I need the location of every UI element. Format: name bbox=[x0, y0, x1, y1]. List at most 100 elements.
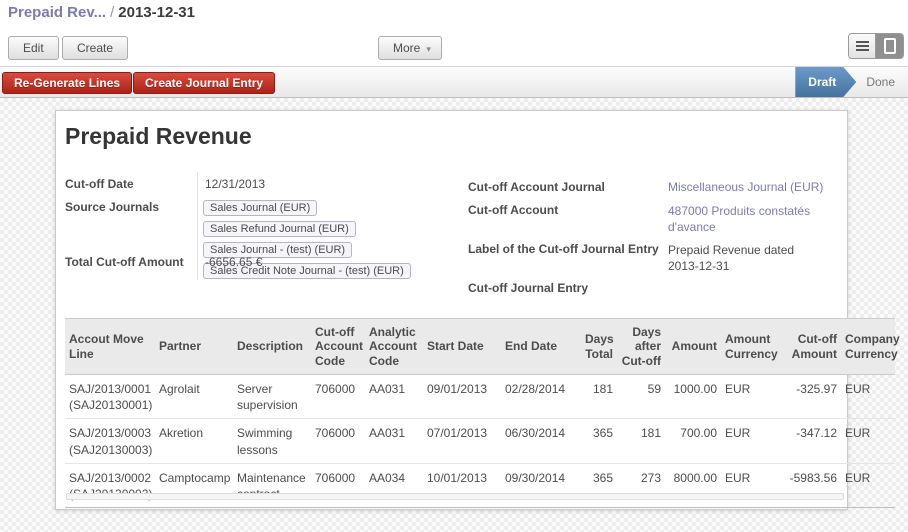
source-journals-label: Source Journals bbox=[65, 200, 160, 214]
journal-tag: Sales Journal - (test) (EUR) bbox=[203, 242, 353, 258]
table-row[interactable]: SAJ/2013/0003 (SAJ20130003) Akretion Swi… bbox=[65, 418, 895, 464]
cell-days-total: 365 bbox=[581, 463, 617, 509]
cell-days-total: 181 bbox=[581, 374, 617, 420]
cell-amount-currency: EUR bbox=[721, 374, 783, 420]
list-view-button[interactable] bbox=[849, 34, 876, 58]
cell-move-line: SAJ/2013/0002 (SAJ20130002) bbox=[65, 463, 155, 509]
cell-move-line: SAJ/2013/0001 (SAJ20130001) bbox=[65, 374, 155, 420]
cell-end-date: 09/30/2014 bbox=[501, 463, 581, 509]
cell-description: Maintenance contract bbox=[233, 463, 311, 509]
cutoff-account-journal-link[interactable]: Miscellaneous Journal (EUR) bbox=[668, 180, 824, 194]
cell-days-after: 59 bbox=[617, 374, 665, 420]
journal-tag: Sales Credit Note Journal - (test) (EUR) bbox=[203, 263, 411, 279]
table-header-row: Accout Move Line Partner Description Cut… bbox=[65, 318, 900, 375]
form-icon bbox=[883, 38, 896, 54]
cell-amount: 8000.00 bbox=[665, 463, 721, 509]
entry-label-label: Label of the Cut-off Journal Entry bbox=[468, 242, 659, 256]
create-journal-entry-button[interactable]: Create Journal Entry bbox=[133, 72, 276, 94]
cell-analytic-code: AA034 bbox=[365, 463, 423, 509]
view-switcher bbox=[848, 33, 904, 59]
journal-tag: Sales Refund Journal (EUR) bbox=[203, 221, 356, 237]
cell-amount-currency: EUR bbox=[721, 418, 783, 464]
cell-days-after: 273 bbox=[617, 463, 665, 509]
table-row[interactable]: SAJ/2013/0001 (SAJ20130001) Agrolait Ser… bbox=[65, 374, 895, 420]
cell-days-total: 365 bbox=[581, 418, 617, 464]
form-view-button[interactable] bbox=[876, 34, 903, 58]
status-draft: Draft bbox=[795, 67, 856, 97]
total-cutoff-amount-value: -6656.65 € bbox=[205, 255, 263, 269]
column-header: Description bbox=[233, 318, 311, 375]
cutoff-account-journal-label: Cut-off Account Journal bbox=[468, 180, 605, 194]
cell-account-code: 706000 bbox=[311, 418, 365, 464]
column-header: Analytic Account Code bbox=[365, 318, 423, 375]
column-header: Cut-off Account Code bbox=[311, 318, 365, 375]
journal-tag: Sales Journal (EUR) bbox=[203, 200, 318, 216]
cell-account-code: 706000 bbox=[311, 374, 365, 420]
source-journals-tags: Sales Journal (EUR) Sales Refund Journal … bbox=[203, 198, 465, 282]
cell-cutoff-amount: -347.12 bbox=[783, 418, 841, 464]
cell-amount: 1000.00 bbox=[665, 374, 721, 420]
column-header: Company Currency bbox=[841, 318, 900, 375]
column-header: Partner bbox=[155, 318, 233, 375]
regenerate-lines-button[interactable]: Re-Generate Lines bbox=[2, 72, 133, 94]
cell-analytic-code: AA031 bbox=[365, 418, 423, 464]
cutoff-account-link[interactable]: 487000 Produits constatés d'avance bbox=[668, 204, 811, 235]
column-header: Cut-off Amount bbox=[783, 318, 841, 375]
breadcrumb-parent-link[interactable]: Prepaid Rev... bbox=[8, 4, 107, 21]
cell-start-date: 09/01/2013 bbox=[423, 374, 501, 420]
cutoff-lines-table-wrap: Accout Move Line Partner Description Cut… bbox=[65, 318, 900, 509]
more-button[interactable]: More ▾ bbox=[378, 36, 442, 60]
column-header: Days after Cut-off bbox=[617, 318, 665, 375]
cell-analytic-code: AA031 bbox=[365, 374, 423, 420]
cell-account-code: 706000 bbox=[311, 463, 365, 509]
cell-partner: Agrolait bbox=[155, 374, 233, 420]
cutoff-date-value: 12/31/2013 bbox=[205, 177, 266, 191]
page-title: Prepaid Revenue bbox=[65, 123, 252, 149]
cell-partner: Camptocamp bbox=[155, 463, 233, 509]
status-done: Done bbox=[866, 75, 895, 89]
column-header: Days Total bbox=[581, 318, 617, 375]
cell-amount: 700.00 bbox=[665, 418, 721, 464]
chevron-down-icon: ▾ bbox=[426, 44, 431, 54]
cell-cutoff-amount: -5983.56 bbox=[783, 463, 841, 509]
cell-description: Swimming lessons bbox=[233, 418, 311, 464]
cell-end-date: 02/28/2014 bbox=[501, 374, 581, 420]
breadcrumb-current: 2013-12-31 bbox=[118, 4, 195, 21]
column-header: Amount bbox=[665, 318, 721, 375]
column-header: Amount Currency bbox=[721, 318, 783, 375]
entry-label-value: Prepaid Revenue dated 2013-12-31 bbox=[668, 243, 795, 274]
create-button[interactable]: Create bbox=[62, 36, 129, 60]
cell-description: Server supervision bbox=[233, 374, 311, 420]
list-icon bbox=[855, 41, 869, 51]
cell-company-currency: EUR bbox=[841, 374, 895, 420]
cell-company-currency: EUR bbox=[841, 463, 895, 509]
breadcrumb: Prepaid Rev.../2013-12-31 bbox=[8, 4, 195, 21]
column-header: End Date bbox=[501, 318, 581, 375]
statusbar: Draft Done bbox=[795, 67, 908, 97]
cell-start-date: 07/01/2013 bbox=[423, 418, 501, 464]
cell-end-date: 06/30/2014 bbox=[501, 418, 581, 464]
cutoff-date-label: Cut-off Date bbox=[65, 177, 134, 191]
top-bar: Prepaid Rev.../2013-12-31 Edit Create Mo… bbox=[0, 0, 908, 66]
cutoff-account-label: Cut-off Account bbox=[468, 203, 559, 217]
cutoff-lines-table: Accout Move Line Partner Description Cut… bbox=[65, 318, 900, 509]
cell-start-date: 10/01/2013 bbox=[423, 463, 501, 509]
edit-button[interactable]: Edit bbox=[8, 36, 59, 60]
total-cutoff-amount-label: Total Cut-off Amount bbox=[65, 255, 184, 269]
cutoff-journal-entry-label: Cut-off Journal Entry bbox=[468, 281, 588, 295]
horizontal-scrollbar[interactable] bbox=[66, 493, 844, 500]
column-header: Accout Move Line bbox=[65, 318, 155, 375]
cell-partner: Akretion bbox=[155, 418, 233, 464]
cell-amount-currency: EUR bbox=[721, 463, 783, 509]
cell-company-currency: EUR bbox=[841, 418, 895, 464]
cell-cutoff-amount: -325.97 bbox=[783, 374, 841, 420]
table-row[interactable]: SAJ/2013/0002 (SAJ20130002) Camptocamp M… bbox=[65, 463, 895, 509]
action-status-bar: Re-Generate Lines Create Journal Entry D… bbox=[0, 66, 908, 98]
column-header: Start Date bbox=[423, 318, 501, 375]
more-button-label: More bbox=[393, 41, 421, 55]
breadcrumb-separator: / bbox=[110, 4, 115, 21]
cell-move-line: SAJ/2013/0003 (SAJ20130003) bbox=[65, 418, 155, 464]
cell-days-after: 181 bbox=[617, 418, 665, 464]
column-separator bbox=[197, 172, 198, 280]
